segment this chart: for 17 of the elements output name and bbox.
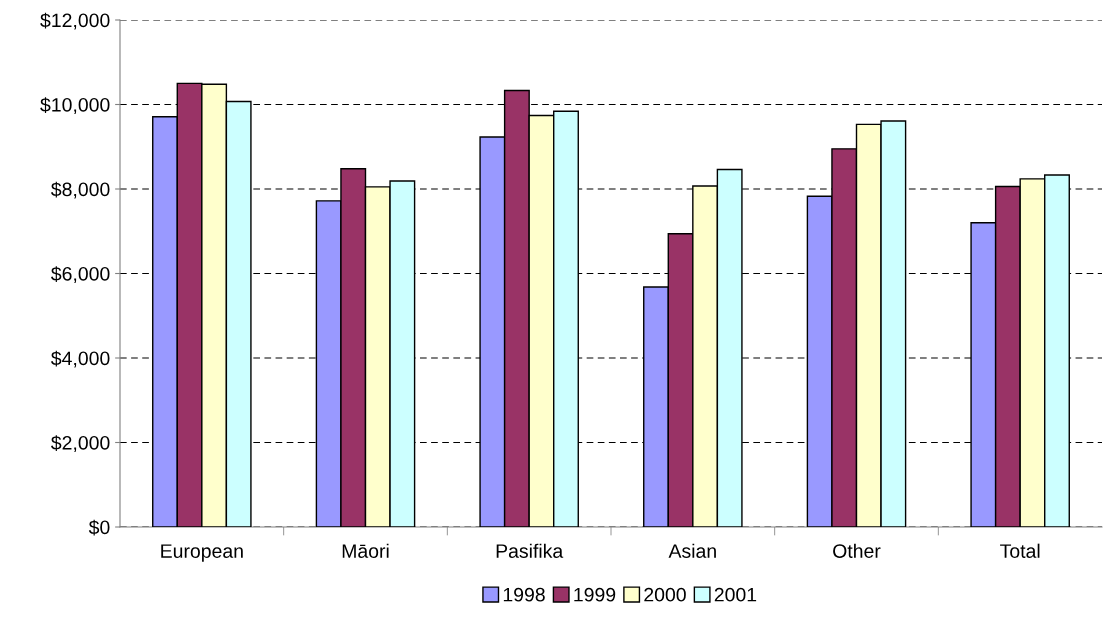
y-tick-label: $4,000: [51, 350, 110, 368]
x-tick-label: Asian: [668, 543, 716, 558]
y-tick-label: $10,000: [40, 97, 110, 115]
x-tick-label: Māori: [342, 543, 389, 558]
legend-label: 1999: [574, 587, 616, 602]
legend-label: 2000: [644, 587, 686, 602]
x-tick-label: Pasifika: [496, 543, 564, 558]
x-tick-label: Other: [833, 543, 881, 558]
y-tick-label: $12,000: [40, 12, 110, 30]
legend-label: 1998: [503, 587, 545, 602]
y-tick-label: $6,000: [51, 266, 110, 284]
y-tick-label: $8,000: [51, 181, 110, 199]
legend-label: 2001: [714, 587, 757, 602]
y-tick-label: $0: [88, 519, 110, 536]
y-tick-label: $2,000: [51, 435, 110, 453]
x-tick-label: Total: [1000, 543, 1040, 558]
x-tick-label: European: [161, 544, 243, 562]
